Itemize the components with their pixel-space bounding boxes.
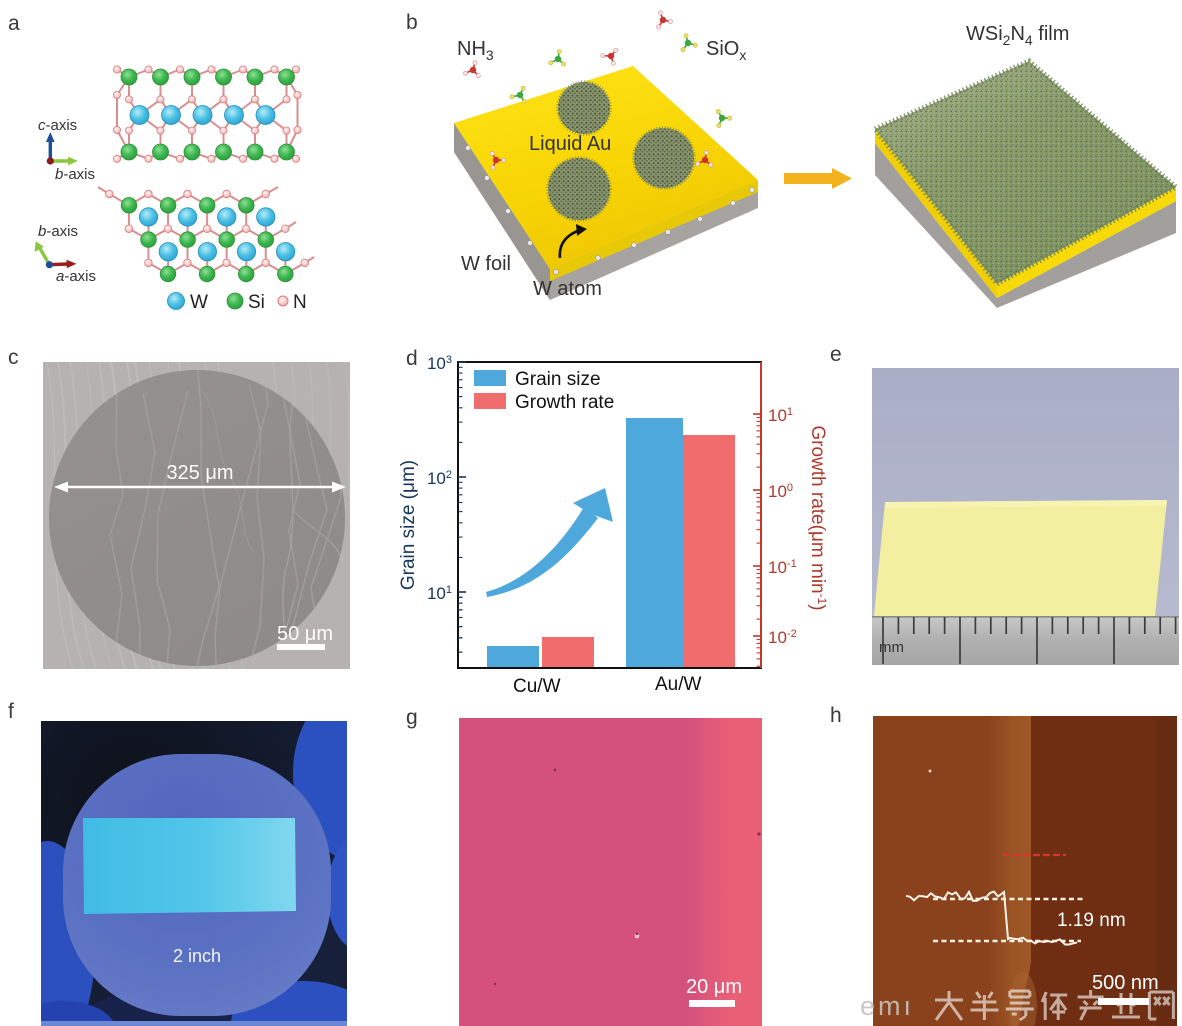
svg-text:Growth rate: Growth rate — [515, 392, 614, 413]
svg-text:W foil: W foil — [461, 253, 511, 275]
svg-text:103: 103 — [427, 354, 452, 373]
svg-text:101: 101 — [768, 406, 793, 425]
svg-text:b-axis: b-axis — [38, 223, 78, 240]
svg-text:100: 100 — [768, 482, 793, 501]
svg-text:2 inch: 2 inch — [173, 946, 221, 966]
svg-text:20 μm: 20 μm — [686, 976, 742, 998]
svg-text:mm: mm — [879, 639, 904, 656]
svg-text:SiOx: SiOx — [706, 38, 746, 63]
svg-text:500 nm: 500 nm — [1092, 972, 1159, 994]
svg-text:W: W — [190, 292, 208, 313]
svg-text:325 μm: 325 μm — [166, 462, 233, 484]
svg-text:W atom: W atom — [533, 278, 602, 300]
svg-text:Growth rate(μm min-1): Growth rate(μm min-1) — [807, 425, 829, 610]
svg-text:Liquid Au: Liquid Au — [529, 133, 611, 155]
svg-text:Au/W: Au/W — [655, 674, 702, 695]
svg-text:NH3: NH3 — [457, 38, 494, 63]
svg-text:102: 102 — [427, 469, 452, 488]
svg-text:N: N — [293, 292, 307, 313]
svg-text:WSi2N4 film: WSi2N4 film — [966, 23, 1069, 48]
svg-text:b-axis: b-axis — [55, 166, 95, 183]
svg-text:101: 101 — [427, 584, 452, 603]
svg-text:Si: Si — [248, 292, 265, 313]
svg-text:a-axis: a-axis — [56, 268, 96, 285]
svg-text:10-2: 10-2 — [768, 628, 797, 647]
svg-text:1.19 nm: 1.19 nm — [1057, 910, 1126, 931]
svg-text:Grain size (μm): Grain size (μm) — [400, 460, 419, 590]
svg-text:10-1: 10-1 — [768, 558, 797, 577]
svg-text:Cu/W: Cu/W — [513, 676, 561, 697]
svg-text:c-axis: c-axis — [38, 117, 77, 134]
svg-text:Grain size: Grain size — [515, 369, 601, 390]
svg-text:50 μm: 50 μm — [277, 623, 333, 645]
